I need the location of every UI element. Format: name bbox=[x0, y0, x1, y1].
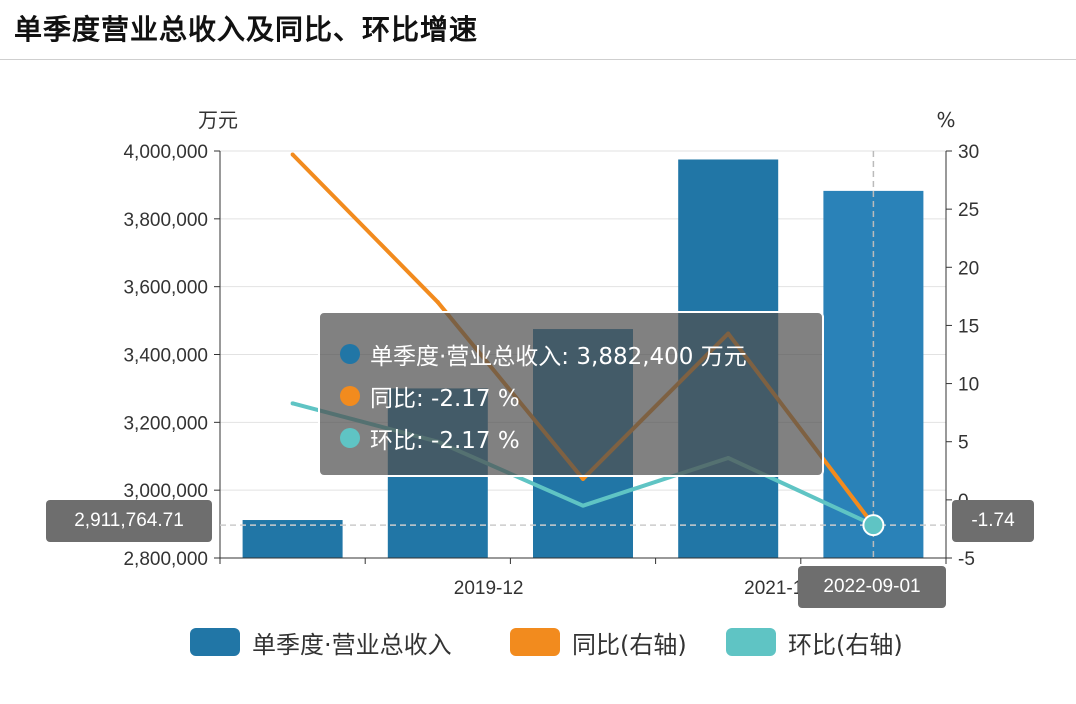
x-crosshair-label: 2022-09-01 bbox=[798, 566, 946, 608]
tooltip: 单季度·营业总收入: 3,882,400 万元 同比: -2.17 % 环比: … bbox=[318, 311, 824, 477]
right-tick-label: 20 bbox=[958, 258, 979, 279]
legend-swatch-yoy bbox=[510, 628, 560, 656]
left-axis-unit: 万元 bbox=[198, 108, 238, 132]
left-tick-label: 3,000,000 bbox=[123, 481, 208, 502]
tooltip-text-revenue: 单季度·营业总收入: 3,882,400 万元 bbox=[370, 344, 747, 370]
tooltip-text-yoy: 同比: -2.17 % bbox=[370, 386, 520, 412]
highlight-point bbox=[862, 514, 885, 537]
x-tick-label: 2021-12 bbox=[744, 578, 814, 599]
left-tick-label: 3,800,000 bbox=[123, 210, 208, 231]
legend-item-revenue[interactable]: 单季度·营业总收入 bbox=[190, 622, 452, 662]
qoq-point bbox=[290, 401, 295, 406]
yoy-point bbox=[290, 152, 295, 157]
tooltip-row-qoq: 环比: -2.17 % bbox=[340, 423, 520, 454]
tooltip-row-revenue: 单季度·营业总收入: 3,882,400 万元 bbox=[340, 339, 747, 370]
left-tick-label: 3,400,000 bbox=[123, 346, 208, 367]
legend-swatch-revenue bbox=[190, 628, 240, 656]
right-tick-label: -5 bbox=[958, 549, 975, 570]
title-bar: 单季度营业总收入及同比、环比增速 bbox=[0, 0, 1076, 60]
legend-item-qoq[interactable]: 环比(右轴) bbox=[726, 622, 903, 662]
tooltip-dot-revenue bbox=[340, 344, 360, 364]
left-tick-label: 3,200,000 bbox=[123, 413, 208, 434]
left-tick-label: 3,600,000 bbox=[123, 278, 208, 299]
right-crosshair-value: -1.74 bbox=[952, 500, 1034, 542]
tooltip-row-yoy: 同比: -2.17 % bbox=[340, 381, 520, 412]
chart-title: 单季度营业总收入及同比、环比增速 bbox=[14, 13, 479, 46]
legend-item-yoy[interactable]: 同比(右轴) bbox=[510, 622, 687, 662]
yoy-point bbox=[581, 476, 585, 481]
right-axis-unit: % bbox=[936, 108, 955, 132]
left-crosshair-value: 2,911,764.71 bbox=[46, 500, 212, 542]
tooltip-text-qoq: 环比: -2.17 % bbox=[370, 428, 520, 454]
legend-label-revenue: 单季度·营业总收入 bbox=[252, 630, 452, 659]
left-tick-label: 4,000,000 bbox=[123, 142, 208, 163]
left-tick-label: 2,800,000 bbox=[123, 549, 208, 570]
right-tick-label: 25 bbox=[958, 200, 979, 221]
right-tick-label: 15 bbox=[958, 316, 979, 337]
tooltip-dot-qoq bbox=[340, 428, 360, 448]
qoq-point bbox=[581, 503, 585, 508]
legend-label-yoy: 同比(右轴) bbox=[572, 630, 687, 659]
right-tick-label: 5 bbox=[958, 433, 969, 454]
legend-swatch-qoq bbox=[726, 628, 776, 656]
bar bbox=[242, 520, 343, 558]
right-tick-label: 30 bbox=[958, 142, 979, 163]
right-tick-label: 10 bbox=[958, 375, 979, 396]
tooltip-dot-yoy bbox=[340, 386, 360, 406]
legend-label-qoq: 环比(右轴) bbox=[788, 630, 903, 659]
x-tick-label: 2019-12 bbox=[454, 578, 524, 599]
yoy-point bbox=[435, 300, 440, 305]
